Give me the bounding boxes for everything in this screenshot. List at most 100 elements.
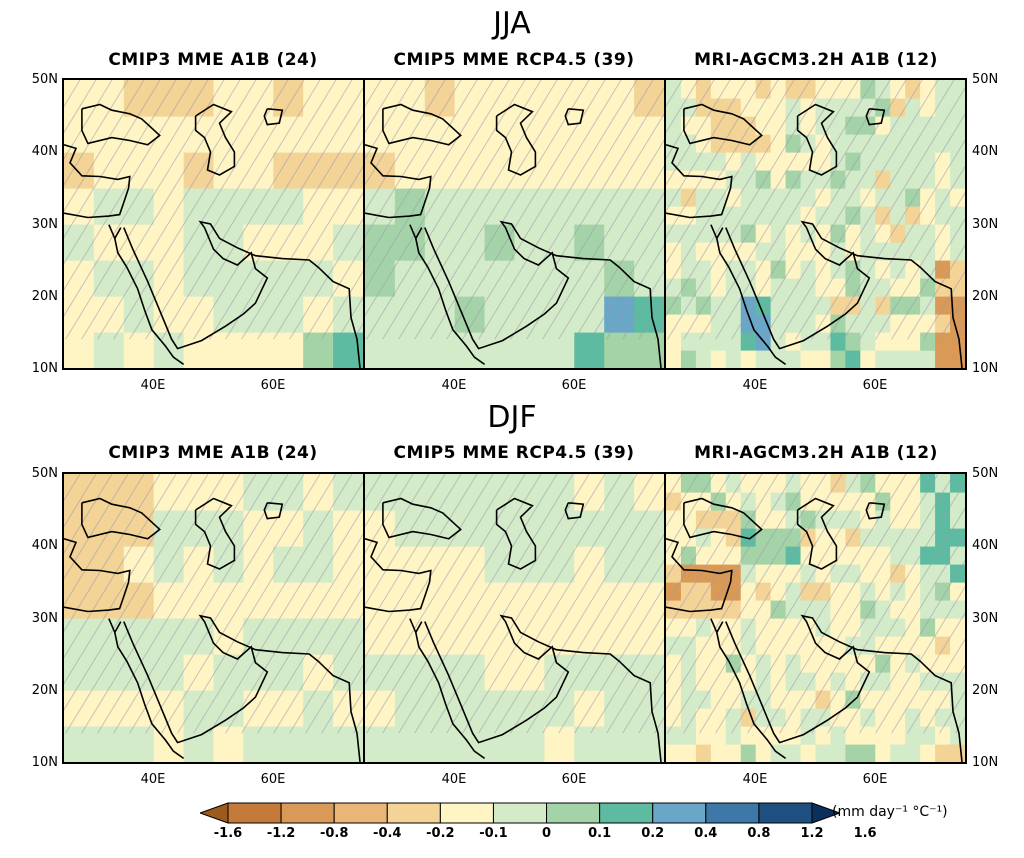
grid-cell xyxy=(680,314,697,333)
grid-cell xyxy=(920,224,936,243)
hatch-line xyxy=(65,474,225,734)
coastline xyxy=(81,497,161,540)
lat-tick: 40N xyxy=(972,538,999,553)
coastline xyxy=(495,497,537,570)
hatch-line xyxy=(779,80,939,340)
grid-cell xyxy=(680,528,697,547)
grid-cell xyxy=(544,654,575,691)
hatch-line xyxy=(666,474,715,554)
hatch-line xyxy=(875,585,965,734)
grid-cell xyxy=(890,206,906,225)
grid-cell xyxy=(860,98,876,117)
grid-cell xyxy=(544,546,575,583)
lat-tick: 10N xyxy=(972,361,999,376)
grid-cell xyxy=(920,278,936,297)
grid-cell xyxy=(454,582,486,619)
grid-cell xyxy=(424,332,456,368)
grid-cell xyxy=(890,350,906,368)
hatch-line xyxy=(666,474,763,633)
grid-cell xyxy=(815,350,832,368)
grid-cell xyxy=(935,80,951,99)
coastline xyxy=(263,502,284,520)
grid-cell xyxy=(950,260,965,279)
grid-cell xyxy=(123,332,155,368)
hatch-line xyxy=(81,80,241,340)
grid-cell xyxy=(514,726,545,762)
grid-cell xyxy=(574,510,605,547)
grid-cell xyxy=(604,332,635,368)
lon-tick: 60E xyxy=(260,378,286,393)
grid-cell xyxy=(860,492,876,511)
grid-cell xyxy=(333,188,363,225)
grid-cell xyxy=(333,80,363,117)
grid-cell xyxy=(454,188,486,225)
grid-cell xyxy=(64,296,95,333)
grid-cell xyxy=(680,224,697,243)
grid-cell xyxy=(680,546,697,565)
hatch-line xyxy=(622,664,664,734)
grid-cell xyxy=(830,744,846,762)
grid-cell xyxy=(830,224,846,243)
grid-cell xyxy=(770,260,787,279)
grid-cell xyxy=(785,170,802,189)
grid-cell xyxy=(394,260,426,297)
grid-cell xyxy=(845,582,861,601)
grid-cell xyxy=(950,278,965,297)
hatch-line xyxy=(161,474,321,734)
grid-cell xyxy=(935,582,951,601)
grid-cell xyxy=(695,278,712,297)
grid-cell xyxy=(755,744,772,762)
colorbar-label: 0.1 xyxy=(588,826,612,841)
grid-cell xyxy=(303,618,334,655)
coastline xyxy=(424,220,662,368)
grid-cell xyxy=(755,98,772,117)
grid-cell xyxy=(920,80,936,99)
lon-tick: 40E xyxy=(441,772,467,787)
grid-cell xyxy=(666,116,682,135)
grid-cell xyxy=(815,80,832,99)
grid-cell xyxy=(634,690,664,727)
map-canvas xyxy=(666,474,965,762)
grid-cell xyxy=(93,152,125,189)
hatch-line xyxy=(289,218,363,340)
lat-tick: 50N xyxy=(972,466,999,481)
grid-cell xyxy=(243,296,274,333)
grid-cell xyxy=(64,726,95,762)
grid-cell xyxy=(755,224,772,243)
grid-cell xyxy=(860,296,876,315)
grid-cell xyxy=(755,116,772,135)
hatch-line xyxy=(907,244,965,340)
grid-cell xyxy=(950,582,965,601)
grid-cell xyxy=(484,224,516,261)
coastline xyxy=(81,103,161,146)
grid-cell xyxy=(666,98,682,117)
grid-cell xyxy=(875,278,891,297)
lon-tick: 40E xyxy=(140,378,166,393)
grid-cell xyxy=(544,510,575,547)
grid-cell xyxy=(800,350,817,368)
grid-cell xyxy=(365,582,396,619)
grid-cell xyxy=(860,600,876,619)
hatch-line xyxy=(666,80,699,134)
grid-cell xyxy=(935,600,951,619)
grid-cell xyxy=(634,618,664,655)
grid-cell xyxy=(815,224,832,243)
grid-cell xyxy=(890,474,906,493)
grid-cell xyxy=(830,242,846,261)
grid-cell xyxy=(93,296,125,333)
colorbar-swatch xyxy=(280,802,335,824)
lon-tick: 60E xyxy=(561,772,587,787)
coastline xyxy=(716,632,787,760)
map-panel xyxy=(664,78,967,370)
hatch-line xyxy=(305,638,363,734)
hatch-line xyxy=(241,533,363,734)
hatch-line xyxy=(64,474,97,528)
hatch-line xyxy=(365,474,510,711)
grid-cell xyxy=(634,152,664,189)
coastline xyxy=(666,538,733,613)
hatch-line xyxy=(64,80,209,317)
grid-cell xyxy=(920,708,936,727)
grid-cell xyxy=(905,116,921,135)
grid-cell xyxy=(333,260,363,297)
hatch-line xyxy=(574,191,664,340)
